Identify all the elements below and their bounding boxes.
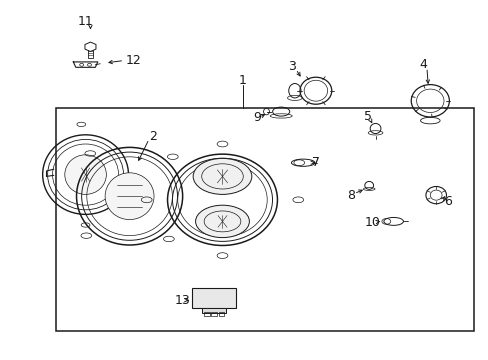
Text: 2: 2: [149, 130, 157, 143]
Bar: [203, 312, 209, 316]
Bar: [56, 108, 473, 331]
Bar: [211, 312, 217, 316]
Bar: [192, 288, 236, 308]
Text: 5: 5: [364, 111, 371, 123]
Ellipse shape: [195, 205, 249, 238]
Ellipse shape: [64, 155, 106, 194]
Polygon shape: [85, 42, 96, 51]
Text: 7: 7: [311, 156, 319, 169]
Text: 4: 4: [419, 58, 427, 71]
Text: 1: 1: [239, 75, 246, 87]
Text: 8: 8: [346, 189, 354, 202]
Ellipse shape: [105, 173, 154, 220]
Ellipse shape: [193, 158, 251, 194]
Text: 6: 6: [443, 195, 451, 208]
Bar: [202, 308, 226, 313]
Bar: [218, 312, 224, 316]
Bar: [87, 49, 93, 58]
Text: 12: 12: [126, 54, 142, 67]
Text: 11: 11: [78, 15, 93, 28]
Text: 9: 9: [253, 111, 261, 124]
Text: 13: 13: [175, 294, 190, 307]
Text: 3: 3: [288, 60, 296, 73]
Text: 10: 10: [364, 216, 379, 229]
